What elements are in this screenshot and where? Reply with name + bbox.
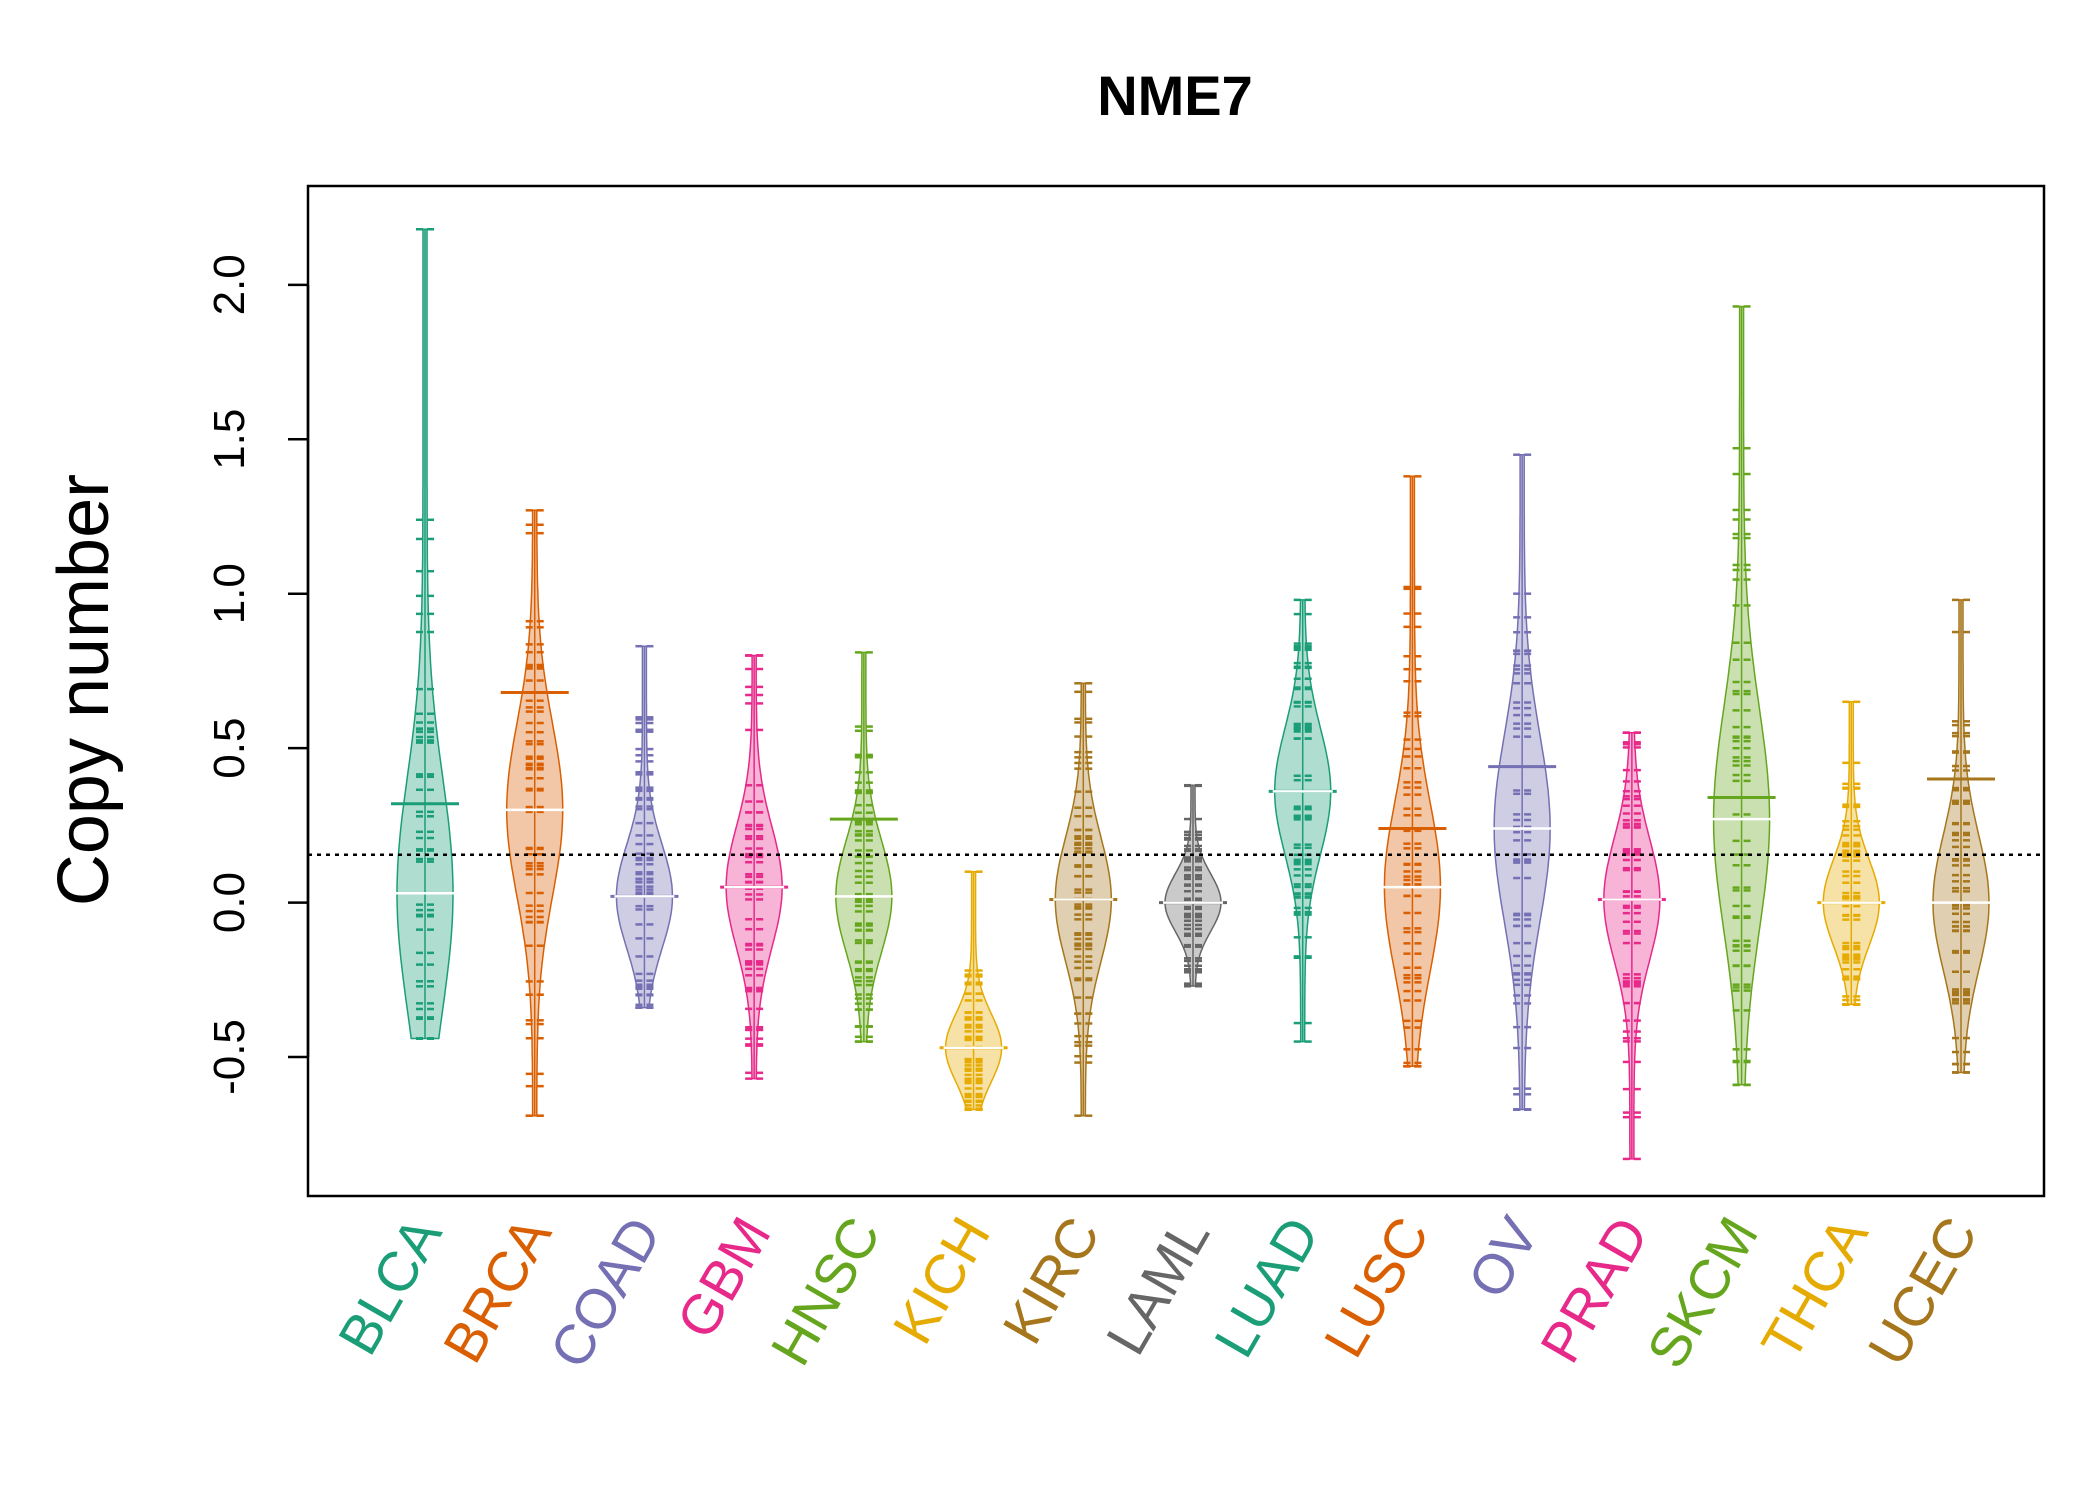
y-axis-label: Copy number: [44, 474, 124, 906]
category-label: SKCM: [1635, 1207, 1770, 1379]
plot-frame: [306, 184, 2046, 1198]
bean-skcm: [1707, 305, 1776, 1087]
y-tick-label: -0.5: [205, 1019, 254, 1095]
category-label: LAML: [1094, 1207, 1222, 1365]
y-tick-label: 0.5: [205, 718, 254, 779]
bean-kirc: [1049, 682, 1118, 1117]
bean-ov: [1488, 453, 1557, 1111]
bean-prad: [1597, 731, 1666, 1161]
beans-group: [391, 227, 1995, 1161]
bean-hnsc: [829, 651, 898, 1043]
category-label: GBM: [664, 1207, 782, 1349]
y-tick-label: 2.0: [205, 254, 254, 315]
category-label: UCEC: [1855, 1207, 1989, 1376]
bean-lusc: [1378, 475, 1447, 1068]
category-label: OV: [1456, 1206, 1551, 1308]
bean-ucec: [1927, 598, 1995, 1074]
category-label: KICH: [881, 1207, 1002, 1354]
bean-blca: [391, 227, 459, 1040]
category-label: LUSC: [1312, 1207, 1441, 1368]
y-tick-label: 1.0: [205, 563, 254, 624]
y-axis: -0.5 0.0 0.5 1.0 1.5 2.0: [205, 254, 310, 1095]
bean-luad: [1268, 598, 1337, 1043]
bean-gbm: [720, 654, 789, 1080]
bean-kich: [939, 870, 1008, 1111]
bean-coad: [610, 644, 679, 1009]
y-tick-label: 0.0: [205, 872, 254, 933]
category-label: COAD: [537, 1207, 672, 1379]
bean-brca: [500, 509, 569, 1117]
bean-laml: [1159, 783, 1227, 988]
bean-thca: [1817, 700, 1886, 1006]
category-label: LUAD: [1202, 1207, 1331, 1368]
y-tick-label: 1.5: [205, 409, 254, 470]
category-label: HNSC: [758, 1207, 892, 1376]
chart-title: NME7: [1097, 64, 1253, 127]
